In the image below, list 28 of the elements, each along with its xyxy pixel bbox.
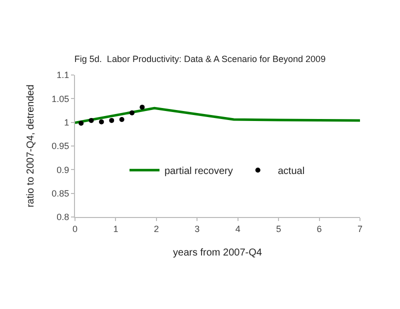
x-tick-label: 6 <box>316 224 322 234</box>
y-tick-label: 1 <box>64 117 70 128</box>
x-tick-label: 4 <box>235 224 240 234</box>
y-tick-label: 0.95 <box>52 141 70 152</box>
x-tick-label: 2 <box>154 224 159 234</box>
x-tick-label: 1 <box>113 224 118 234</box>
line-series <box>75 106 360 124</box>
point <box>140 104 145 110</box>
point <box>78 120 84 126</box>
y-tick-label: 0.9 <box>56 164 70 175</box>
y-tick-label: 1.05 <box>52 94 70 104</box>
point <box>109 118 114 123</box>
legend-label: actual <box>278 166 305 178</box>
chart-title: Fig 5d. Labor Productivity: Data & A Scenario for Beyond 2009 <box>74 54 326 64</box>
y-axis-title: ratio to 2007-Q4, detrended <box>26 84 37 208</box>
point <box>119 116 124 122</box>
y-tick-label: 0.85 <box>52 188 70 198</box>
point <box>88 118 94 123</box>
point <box>98 119 104 124</box>
y-tick-label: 1.1 <box>56 70 70 80</box>
x-tick-label: 3 <box>194 224 200 234</box>
y-tick-label: 0.8 <box>56 212 70 222</box>
legend-label: partial recovery <box>164 166 233 178</box>
x-tick-label: 5 <box>276 224 282 234</box>
x-axis-title: years from 2007-Q4 <box>173 247 262 258</box>
x-tick-label: 0 <box>72 224 78 234</box>
point <box>130 110 134 116</box>
x-tick-label: 7 <box>357 224 363 234</box>
